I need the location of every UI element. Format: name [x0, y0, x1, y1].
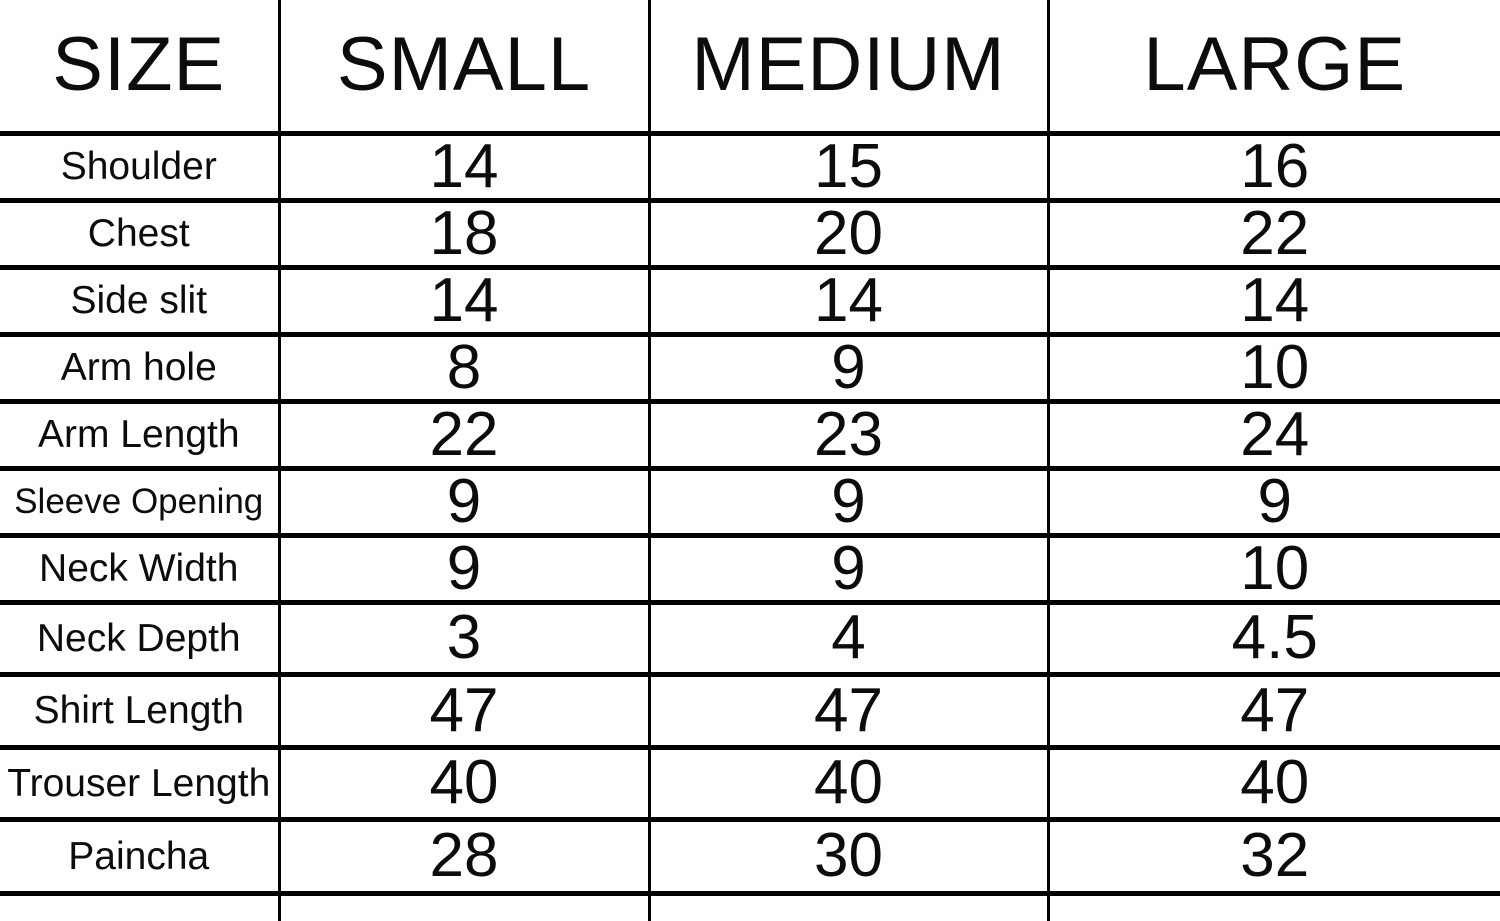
- cell-value: 3: [277, 599, 649, 674]
- cell-value: 9: [647, 532, 1048, 602]
- row-label: Neck Width: [0, 532, 279, 602]
- table-row-sleeve-opening: Sleeve Opening 9 9 9: [0, 465, 1500, 535]
- cell-value: 4.5: [1046, 599, 1500, 674]
- cell-value: 14: [647, 264, 1048, 334]
- cell-value: 10: [1046, 532, 1500, 602]
- row-label: Side slit: [0, 264, 279, 334]
- header-size: SIZE: [52, 22, 226, 108]
- row-label: Sleeve Opening: [0, 465, 279, 535]
- cell-value: 28: [277, 816, 649, 893]
- table-row-trouser-length: Trouser Length 40 40 40: [0, 744, 1500, 819]
- row-label: Arm hole: [0, 331, 279, 401]
- cell-value: 14: [277, 130, 649, 200]
- cell-value: 24: [1046, 398, 1500, 468]
- cell-value: 14: [1046, 264, 1500, 334]
- cell-value: 8: [277, 331, 649, 401]
- table-row-shirt-length: Shirt Length 47 47 47: [0, 671, 1500, 747]
- cell-value: 14: [277, 264, 649, 334]
- cell-value: 47: [647, 671, 1048, 747]
- header-medium: MEDIUM: [647, 0, 1048, 133]
- table-row-neck-width: Neck Width 9 9 10: [0, 532, 1500, 602]
- cell-value: 9: [647, 465, 1048, 535]
- row-label: Chest: [0, 197, 279, 267]
- table-row-arm-hole: Arm hole 8 9 10: [0, 331, 1500, 401]
- row-label: Trouser Length: [0, 744, 279, 819]
- cell-value: 40: [1046, 744, 1500, 819]
- row-label: Shoulder: [0, 130, 279, 200]
- empty-cell: [1046, 890, 1500, 921]
- table-row-chest: Chest 18 20 22: [0, 197, 1500, 267]
- empty-cell: [647, 890, 1048, 921]
- row-label: Shirt Length: [0, 671, 279, 747]
- cell-value: 9: [277, 465, 649, 535]
- row-label: Neck Depth: [0, 599, 279, 674]
- cell-value: 15: [647, 130, 1048, 200]
- table-row-shoulder: Shoulder 14 15 16: [0, 130, 1500, 200]
- header-row: SIZE SMALL MEDIUM LARGE: [0, 0, 1500, 133]
- cell-value: 9: [1046, 465, 1500, 535]
- cell-value: 10: [1046, 331, 1500, 401]
- cell-value: 16: [1046, 130, 1500, 200]
- empty-cell: [0, 890, 279, 921]
- cell-value: 40: [277, 744, 649, 819]
- table-row-neck-depth: Neck Depth 3 4 4.5: [0, 599, 1500, 674]
- header-small: SMALL: [277, 0, 649, 133]
- row-label: Paincha: [0, 816, 279, 893]
- table-row-paincha: Paincha 28 30 32: [0, 816, 1500, 893]
- cell-value: 4: [647, 599, 1048, 674]
- cell-value: 18: [277, 197, 649, 267]
- cell-value: 47: [1046, 671, 1500, 747]
- header-large: LARGE: [1046, 0, 1500, 133]
- table-row-arm-length: Arm Length 22 23 24: [0, 398, 1500, 468]
- row-label: Arm Length: [0, 398, 279, 468]
- cell-value: 40: [647, 744, 1048, 819]
- empty-cell: [277, 890, 649, 921]
- cell-value: 30: [647, 816, 1048, 893]
- cell-value: 22: [1046, 197, 1500, 267]
- table-row-side-slit: Side slit 14 14 14: [0, 264, 1500, 334]
- cell-value: 32: [1046, 816, 1500, 893]
- table-row-empty: [0, 890, 1500, 921]
- cell-value: 20: [647, 197, 1048, 267]
- cell-value: 9: [277, 532, 649, 602]
- cell-value: 47: [277, 671, 649, 747]
- cell-value: 22: [277, 398, 649, 468]
- cell-value: 23: [647, 398, 1048, 468]
- cell-value: 9: [647, 331, 1048, 401]
